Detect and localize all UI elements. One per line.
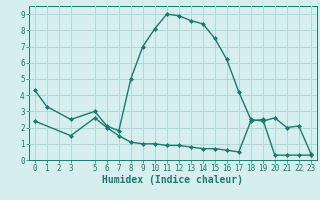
X-axis label: Humidex (Indice chaleur): Humidex (Indice chaleur) xyxy=(102,175,243,185)
